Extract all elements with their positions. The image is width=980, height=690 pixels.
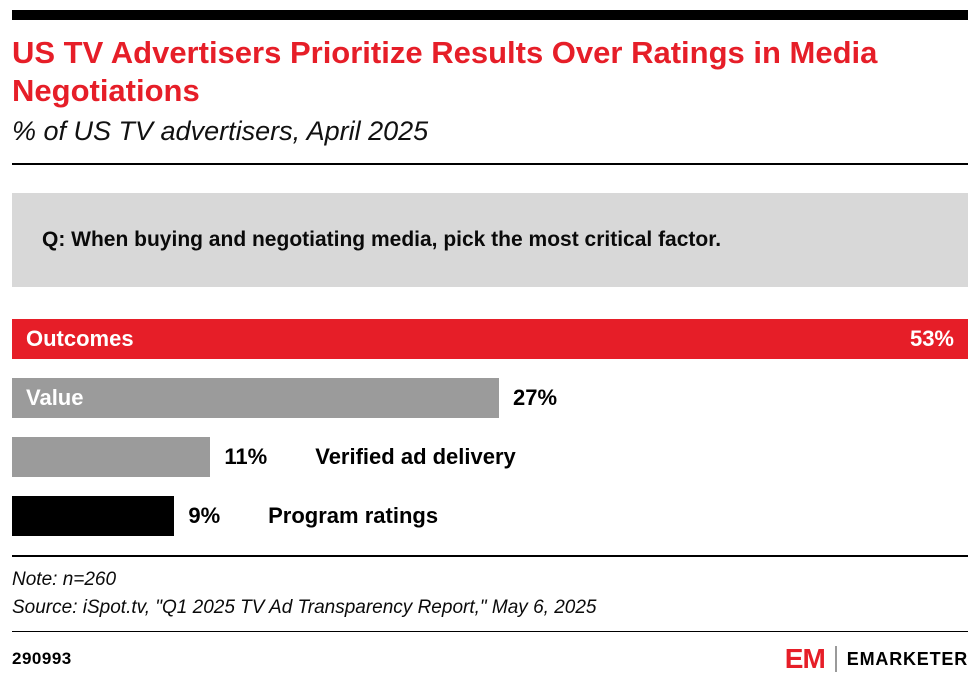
bar-row: Outcomes 53% — [12, 319, 968, 360]
bar-value: 11% — [224, 444, 268, 470]
page-title: US TV Advertisers Prioritize Results Ove… — [12, 35, 878, 109]
bar-row: 11% Verified ad delivery — [12, 437, 968, 478]
note-text: Note: n=260 — [12, 569, 117, 591]
chart-id: 290993 — [12, 649, 72, 669]
bar-row: 9% Program ratings — [12, 496, 968, 537]
divider-top — [12, 163, 968, 166]
emarketer-logo-icon: EM — [784, 643, 826, 675]
question-text: Q: When buying and negotiating media, pi… — [42, 228, 722, 252]
bar-outcomes: Outcomes 53% — [12, 319, 968, 360]
bar-row: Value 27% — [12, 378, 968, 419]
bar-verified-ad-delivery — [12, 437, 211, 478]
footer: 290993 EM EMARKETER — [12, 641, 968, 677]
divider-footer — [12, 631, 968, 633]
divider-notes — [12, 555, 968, 558]
logo-separator — [834, 646, 837, 673]
bar-label: Program ratings — [268, 503, 439, 529]
question-box: Q: When buying and negotiating media, pi… — [12, 193, 968, 288]
bar-value: 53% — [909, 326, 954, 352]
notes-block: Note: n=260 Source: iSpot.tv, "Q1 2025 T… — [12, 566, 968, 621]
bar-label: Verified ad delivery — [315, 444, 516, 470]
bar-chart: Outcomes 53% Value 27% 11% Verified ad delive… — [12, 319, 968, 537]
emarketer-wordmark: EMARKETER — [846, 648, 968, 669]
chart-subtitle: % of US TV advertisers, April 2025 — [12, 116, 429, 147]
bar-value: 27% — [513, 385, 558, 411]
bar-value: 9% — [188, 503, 221, 529]
bar-label: Outcomes — [26, 326, 134, 352]
source-text: Source: iSpot.tv, "Q1 2025 TV Ad Transpa… — [12, 596, 597, 618]
top-accent-bar — [12, 10, 968, 20]
bar-program-ratings — [12, 496, 175, 537]
emarketer-logo: EM EMARKETER — [785, 645, 968, 673]
bar-label: Value — [26, 385, 84, 411]
bar-value: Value — [12, 378, 500, 419]
